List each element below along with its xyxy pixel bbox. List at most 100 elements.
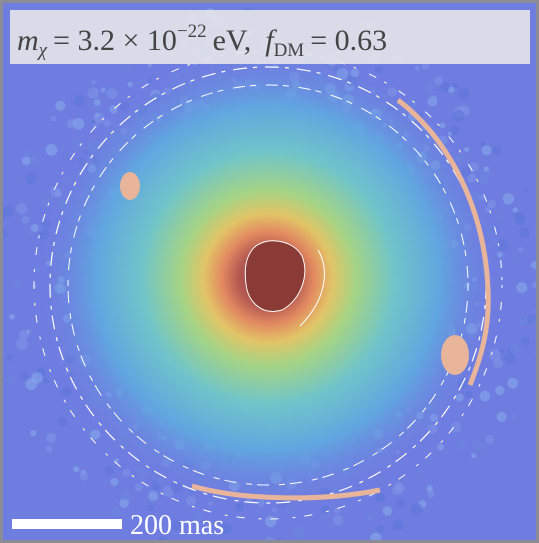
scale-bar-label: 200 mas — [130, 510, 224, 541]
speckle-dot — [497, 213, 504, 220]
fraction-subscript: DM — [274, 40, 305, 61]
speckle-dot — [46, 144, 58, 156]
speckle-dot — [456, 441, 465, 450]
speckle-dot — [497, 412, 507, 422]
speckle-dot — [519, 227, 530, 238]
fraction-equation: = 0.63 — [310, 24, 387, 57]
speckle-dot — [524, 189, 528, 193]
speckle-dot — [366, 514, 373, 521]
speckle-dot — [519, 317, 528, 326]
speckle-dot — [94, 99, 101, 106]
speckle-dot — [503, 193, 514, 204]
speckle-dot — [31, 224, 39, 232]
speckle-dot — [124, 66, 131, 73]
speckle-dot — [112, 508, 121, 517]
speckle-dot — [489, 349, 501, 361]
speckle-dot — [73, 95, 85, 107]
speckle-dot — [471, 453, 476, 458]
speckle-dot — [91, 80, 95, 84]
speckle-dot — [51, 116, 57, 122]
figure: mχ= 3.2 × 10−22eV,fDM= 0.63 200 mas — [0, 0, 539, 543]
speckle-dot — [492, 146, 501, 155]
speckle-dot — [26, 329, 30, 333]
speckle-dot — [33, 284, 37, 288]
speckle-dot — [73, 118, 85, 130]
mass-symbol: m — [17, 24, 39, 57]
speckle-dot — [127, 82, 132, 87]
speckle-dot — [524, 196, 528, 200]
mass-equation: = 3.2 × 10 — [53, 24, 177, 57]
speckle-dot — [16, 338, 28, 350]
mass-unit: eV, — [213, 24, 252, 57]
speckle-dot — [22, 157, 31, 166]
speckle-dot — [46, 446, 53, 453]
speckle-dot — [122, 491, 132, 501]
blob — [441, 335, 469, 375]
speckle-dot — [507, 378, 518, 389]
speckle-dot — [512, 413, 518, 419]
speckle-dot — [478, 175, 488, 185]
speckle-dot — [453, 110, 465, 122]
speckle-dot — [458, 88, 470, 100]
speckle-dot — [105, 466, 114, 475]
speckle-dot — [482, 145, 492, 155]
mass-subscript: χ — [37, 40, 48, 61]
speckle-dot — [24, 150, 30, 156]
speckle-dot — [27, 230, 32, 235]
speckle-dot — [293, 526, 305, 538]
speckle-dot — [392, 485, 402, 495]
speckle-dot — [521, 336, 530, 345]
speckle-dot — [383, 506, 393, 516]
speckle-dot — [480, 391, 491, 402]
speckle-dot — [514, 256, 519, 261]
speckle-dot — [518, 247, 523, 252]
speckle-dot — [107, 89, 117, 99]
speckle-dot — [504, 352, 515, 363]
speckle-dot — [396, 498, 405, 507]
speckle-dot — [22, 216, 29, 223]
speckle-dot — [135, 483, 143, 491]
speckle-dot — [375, 493, 385, 503]
speckle-dot — [358, 501, 363, 506]
speckle-dot — [514, 212, 525, 223]
mass-exponent: −22 — [177, 21, 207, 42]
speckle-dot — [474, 442, 484, 452]
speckle-dot — [13, 280, 20, 287]
speckle-dot — [148, 491, 158, 501]
speckle-dot — [272, 507, 277, 512]
speckle-dot — [497, 252, 503, 258]
speckle-dot — [531, 319, 537, 325]
speckle-dot — [55, 101, 65, 111]
speckle-dot — [486, 435, 495, 444]
speckle-dot — [208, 501, 213, 506]
speckle-dot — [110, 478, 118, 486]
blob — [120, 172, 140, 200]
speckle-dot — [415, 66, 420, 71]
speckle-dot — [320, 505, 329, 514]
speckle-dot — [6, 376, 13, 383]
speckle-dot — [25, 173, 37, 185]
speckle-dot — [6, 354, 13, 361]
speckle-dot — [464, 147, 469, 152]
speckle-dot — [425, 84, 434, 93]
speckle-dot — [19, 178, 23, 182]
speckle-dot — [30, 430, 36, 436]
speckle-dot — [88, 87, 99, 98]
speckle-dot — [91, 120, 96, 125]
speckle-dot — [265, 516, 276, 527]
speckle-dot — [377, 525, 385, 533]
speckle-dot — [437, 444, 444, 451]
speckle-dot — [122, 469, 130, 477]
speckle-dot — [431, 95, 437, 101]
speckle-dot — [186, 496, 196, 506]
speckle-dot — [32, 372, 43, 383]
speckle-dot — [516, 282, 527, 293]
speckle-dot — [375, 66, 383, 74]
speckle-dot — [440, 82, 450, 92]
speckle-dot — [484, 166, 489, 171]
speckle-dot — [16, 203, 27, 214]
speckle-dot — [392, 519, 403, 530]
speckle-dot — [488, 200, 496, 208]
speckle-dot — [43, 378, 49, 384]
speckle-dot — [9, 314, 15, 320]
